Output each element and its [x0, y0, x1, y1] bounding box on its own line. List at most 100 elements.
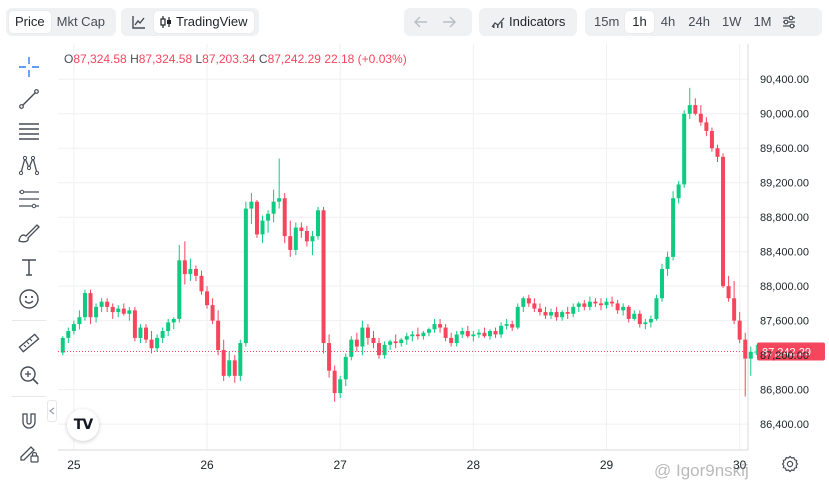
candle-body [698, 113, 703, 123]
candle-body [415, 334, 420, 337]
candle-body [660, 268, 664, 299]
candle-body [221, 349, 226, 376]
candle-body [637, 313, 642, 325]
tradingview-button[interactable]: TradingView [154, 11, 254, 33]
candle-body [432, 324, 437, 330]
y-tick-label: 89,200.00 [760, 178, 809, 190]
price-axis[interactable]: 86,400.00 86,800.00 87,200.00 87,600.00 88,0… [747, 44, 809, 450]
x-day-label: 27 [334, 458, 348, 472]
interval-1m[interactable]: 1M [753, 14, 772, 29]
candle-body [271, 201, 276, 214]
candle-body [482, 332, 487, 337]
chart-settings-button[interactable] [778, 11, 800, 33]
horizontal-lines-icon [19, 123, 39, 140]
tool-separator [12, 396, 46, 397]
y-tick-label: 86,800.00 [760, 385, 809, 397]
candle-body [382, 344, 387, 356]
candle-body [132, 310, 137, 338]
brush-tool[interactable] [14, 220, 44, 246]
line-chart-button[interactable] [124, 11, 154, 33]
view-toggle: Price Mkt Cap [6, 8, 116, 36]
tradingview-label: TradingView [176, 14, 248, 29]
interval-1h[interactable]: 1h [625, 11, 654, 33]
zoom-tool[interactable] [14, 362, 44, 388]
x-day-label: 26 [200, 458, 214, 472]
candle-body [709, 130, 714, 149]
indicators-icon [491, 17, 505, 28]
undo-button[interactable] [407, 11, 435, 33]
last-price-label: 87,242.29 [762, 347, 811, 359]
indicators-button[interactable]: Indicators [482, 11, 574, 33]
lock-drawing-tool[interactable] [14, 440, 44, 466]
candle-body [565, 312, 570, 314]
candle-body [254, 201, 259, 235]
arrow-right-icon [443, 16, 456, 28]
text-tool[interactable] [14, 254, 44, 280]
ruler-tool[interactable] [14, 330, 44, 356]
candle-body [682, 113, 687, 185]
emoji-tool[interactable] [14, 286, 44, 312]
tradingview-logo[interactable]: TV [67, 409, 99, 441]
time-axis-settings-icon[interactable] [781, 455, 799, 473]
candle-body [354, 339, 359, 347]
candle-body [116, 308, 121, 313]
candle-body [388, 341, 393, 345]
candle-body [310, 236, 315, 242]
close-key: C [258, 52, 268, 66]
toolbar-collapse-handle[interactable] [47, 400, 57, 422]
candle-body [304, 230, 309, 242]
candle-body [105, 301, 110, 307]
candle-body [343, 356, 348, 380]
candle-body [332, 370, 337, 394]
candle-body [554, 312, 559, 318]
ruler-icon [18, 333, 40, 353]
candle-body [421, 332, 426, 337]
candle-body [632, 313, 637, 319]
time-axis[interactable]: 25 26 27 28 29 30 [58, 449, 748, 472]
magnet-tool[interactable] [14, 408, 44, 434]
candle-body [155, 337, 160, 349]
candle-body [243, 208, 248, 344]
candle-body [238, 343, 243, 376]
candle-body [454, 334, 459, 344]
candle-body [160, 331, 165, 338]
candlestick-icon [160, 16, 171, 28]
redo-button[interactable] [435, 11, 463, 33]
candle-body [82, 293, 87, 318]
horizontal-lines-tool[interactable] [14, 118, 44, 144]
y-tick-label: 89,600.00 [760, 143, 809, 155]
candle-body [365, 327, 370, 338]
candle-body [94, 306, 99, 318]
candle-body [443, 327, 448, 338]
candle-body [338, 379, 343, 394]
tab-mkt-cap[interactable]: Mkt Cap [56, 14, 106, 29]
candle-body [465, 331, 470, 337]
crosshair-tool[interactable] [14, 54, 44, 80]
candle-body [571, 306, 576, 314]
fibonacci-tool[interactable] [14, 186, 44, 212]
arrow-left-icon [414, 16, 427, 28]
chevron-left-icon [49, 407, 55, 415]
interval-4h[interactable]: 4h [660, 14, 676, 29]
tab-price[interactable]: Price [9, 11, 51, 33]
interval-24h[interactable]: 24h [688, 14, 710, 29]
candle-body [426, 329, 431, 333]
interval-15m[interactable]: 15m [594, 14, 620, 29]
y-tick-label: 87,200.00 [760, 350, 809, 362]
candle-body [593, 301, 598, 304]
candle-body [726, 286, 731, 299]
brush-icon [18, 224, 40, 243]
candle-body [438, 324, 443, 328]
interval-1w[interactable]: 1W [721, 14, 742, 29]
trend-line-tool[interactable] [14, 86, 44, 112]
candle-body [737, 320, 742, 340]
candle-body [460, 331, 465, 335]
candle-body [149, 339, 154, 349]
low-value: 87,203.34 [202, 52, 256, 66]
pencil-lock-icon [20, 446, 39, 463]
candle-body [404, 336, 409, 340]
candle-body [754, 351, 759, 353]
candle-body [543, 312, 548, 316]
pattern-tool[interactable] [14, 152, 44, 178]
